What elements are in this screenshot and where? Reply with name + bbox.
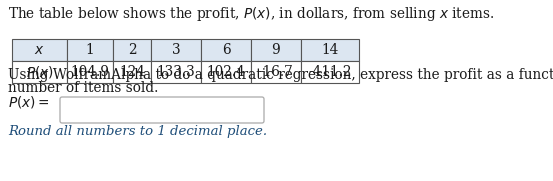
Bar	[301, 61, 359, 83]
Text: 14: 14	[321, 43, 338, 57]
Bar	[113, 61, 151, 83]
Text: $P(x)$: $P(x)$	[25, 64, 54, 80]
Bar	[251, 61, 301, 83]
Bar	[301, 39, 359, 61]
Text: 2: 2	[128, 43, 136, 57]
Text: 3: 3	[171, 43, 180, 57]
Text: 124: 124	[119, 65, 145, 79]
Bar	[201, 61, 251, 83]
Bar	[67, 61, 113, 83]
Bar	[251, 39, 301, 61]
Text: $x$: $x$	[34, 43, 45, 57]
Text: 133.3: 133.3	[156, 65, 195, 79]
Bar	[12, 61, 67, 83]
Text: 104.9: 104.9	[70, 65, 109, 79]
Bar	[113, 39, 151, 61]
Text: -411.2: -411.2	[308, 65, 352, 79]
Text: number of items sold.: number of items sold.	[8, 81, 158, 95]
Bar	[151, 39, 201, 61]
Text: 102.4: 102.4	[207, 65, 246, 79]
Bar	[201, 39, 251, 61]
Bar	[67, 39, 113, 61]
Text: $P(x) =$: $P(x) =$	[8, 94, 50, 110]
Text: The table below shows the profit, $P(x)$, in dollars, from selling $x$ items.: The table below shows the profit, $P(x)$…	[8, 5, 494, 23]
Bar	[151, 61, 201, 83]
Text: Round all numbers to 1 decimal place.: Round all numbers to 1 decimal place.	[8, 125, 267, 138]
Text: 6: 6	[222, 43, 230, 57]
Text: -16.7: -16.7	[259, 65, 294, 79]
Text: 9: 9	[272, 43, 280, 57]
FancyBboxPatch shape	[60, 97, 264, 123]
Text: Using WolframAlpha to do a quadratic regression, express the profit as a functio: Using WolframAlpha to do a quadratic reg…	[8, 68, 553, 82]
Bar	[12, 39, 67, 61]
Text: 1: 1	[86, 43, 95, 57]
